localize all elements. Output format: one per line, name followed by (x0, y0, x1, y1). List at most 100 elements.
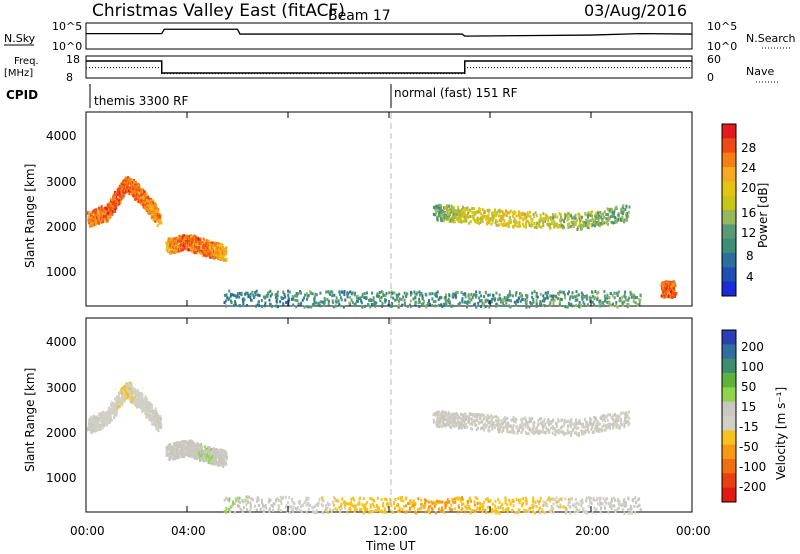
heatmap-cell (597, 290, 600, 294)
heatmap-cell (569, 422, 572, 426)
heatmap-cell (595, 216, 598, 220)
heatmap-cell (176, 454, 179, 458)
heatmap-cell (499, 210, 502, 214)
heatmap-cell (96, 219, 99, 223)
heatmap-cell (456, 421, 459, 425)
heatmap-cell (542, 425, 545, 429)
heatmap-cell (618, 415, 621, 419)
heatmap-cell (552, 297, 555, 301)
heatmap-cell (120, 396, 123, 400)
heatmap-cell (620, 299, 623, 303)
heatmap-cell (580, 304, 583, 308)
heatmap-cell (532, 423, 535, 427)
heatmap-cell (268, 298, 271, 302)
heatmap-cell (474, 413, 477, 417)
heatmap-cell (323, 298, 326, 302)
heatmap-cell (560, 426, 563, 430)
heatmap-cell (111, 210, 114, 214)
heatmap-cell (519, 294, 522, 298)
heatmap-cell (138, 394, 141, 398)
heatmap-cell (286, 501, 289, 505)
nsky-series-line (86, 28, 693, 37)
heatmap-cell (507, 422, 510, 426)
heatmap-cell (287, 293, 290, 297)
heatmap-cell (466, 212, 469, 216)
heatmap-cell (332, 305, 335, 309)
heatmap-cell (142, 192, 145, 196)
heatmap-cell (528, 305, 531, 309)
heatmap-cell (581, 293, 584, 297)
heatmap-cell (605, 217, 608, 221)
heatmap-cell (405, 292, 408, 296)
heatmap-cell (544, 218, 547, 222)
heatmap-cell (584, 425, 587, 429)
heatmap-cell (488, 219, 491, 223)
heatmap-cell (613, 296, 616, 300)
heatmap-cell (208, 459, 211, 463)
heatmap-cell (181, 235, 184, 239)
heatmap-cell (87, 215, 90, 219)
heatmap-cell (175, 441, 178, 445)
heatmap-cell (566, 213, 569, 217)
heatmap-cell (291, 295, 294, 299)
heatmap-cell (143, 197, 146, 201)
heatmap-cell (93, 429, 96, 433)
heatmap-cell (619, 420, 622, 424)
heatmap-cell (591, 300, 594, 304)
heatmap-cell (539, 302, 542, 306)
heatmap-cell (440, 413, 443, 417)
heatmap-cell (660, 284, 663, 288)
heatmap-cell (593, 218, 596, 222)
heatmap-cell (118, 196, 121, 200)
heatmap-cell (129, 177, 132, 181)
heatmap-cell (554, 432, 557, 436)
heatmap-cell (469, 422, 472, 426)
heatmap-cell (264, 295, 267, 299)
heatmap-cell (167, 447, 170, 451)
heatmap-cell (633, 295, 636, 299)
heatmap-cell (450, 425, 453, 429)
heatmap-cell (613, 413, 616, 417)
heatmap-cell (552, 302, 555, 306)
heatmap-cell (507, 224, 510, 228)
heatmap-cell (468, 294, 471, 298)
heatmap-cell (159, 216, 162, 220)
heatmap-cell (564, 420, 567, 424)
heatmap-cell (456, 218, 459, 222)
heatmap-cell (375, 301, 378, 305)
heatmap-cell (541, 420, 544, 424)
heatmap-cell (487, 216, 490, 220)
heatmap-cell (338, 290, 341, 294)
heatmap-cell (484, 422, 487, 426)
heatmap-cell (133, 188, 136, 192)
heatmap-cell (608, 296, 611, 300)
heatmap-cell (615, 417, 618, 421)
noise-tick-top-right: 10^5 (707, 20, 737, 33)
heatmap-cell (136, 393, 139, 397)
heatmap-cell (514, 221, 517, 225)
heatmap-cell (94, 209, 97, 213)
heatmap-cell (568, 303, 571, 307)
heatmap-cell (93, 419, 96, 423)
heatmap-cell (461, 298, 464, 302)
heatmap-cell (506, 294, 509, 298)
heatmap-cell (610, 303, 613, 307)
heatmap-cell (535, 426, 538, 430)
heatmap-cell (605, 423, 608, 427)
heatmap-cell (471, 207, 474, 211)
heatmap-cell (469, 215, 472, 219)
heatmap-cell (231, 504, 234, 508)
heatmap-cell (508, 211, 511, 215)
heatmap-cell (606, 418, 609, 422)
heatmap-cell (528, 416, 531, 420)
heatmap-cell (457, 211, 460, 215)
heatmap-cell (663, 281, 666, 285)
heatmap-cell (214, 247, 217, 251)
heatmap-cell (530, 222, 533, 226)
heatmap-cell (225, 250, 228, 254)
heatmap-cell (191, 450, 194, 454)
heatmap-cell (446, 210, 449, 214)
heatmap-cell (177, 248, 180, 252)
heatmap-cell (571, 216, 574, 220)
heatmap-cell (481, 414, 484, 418)
